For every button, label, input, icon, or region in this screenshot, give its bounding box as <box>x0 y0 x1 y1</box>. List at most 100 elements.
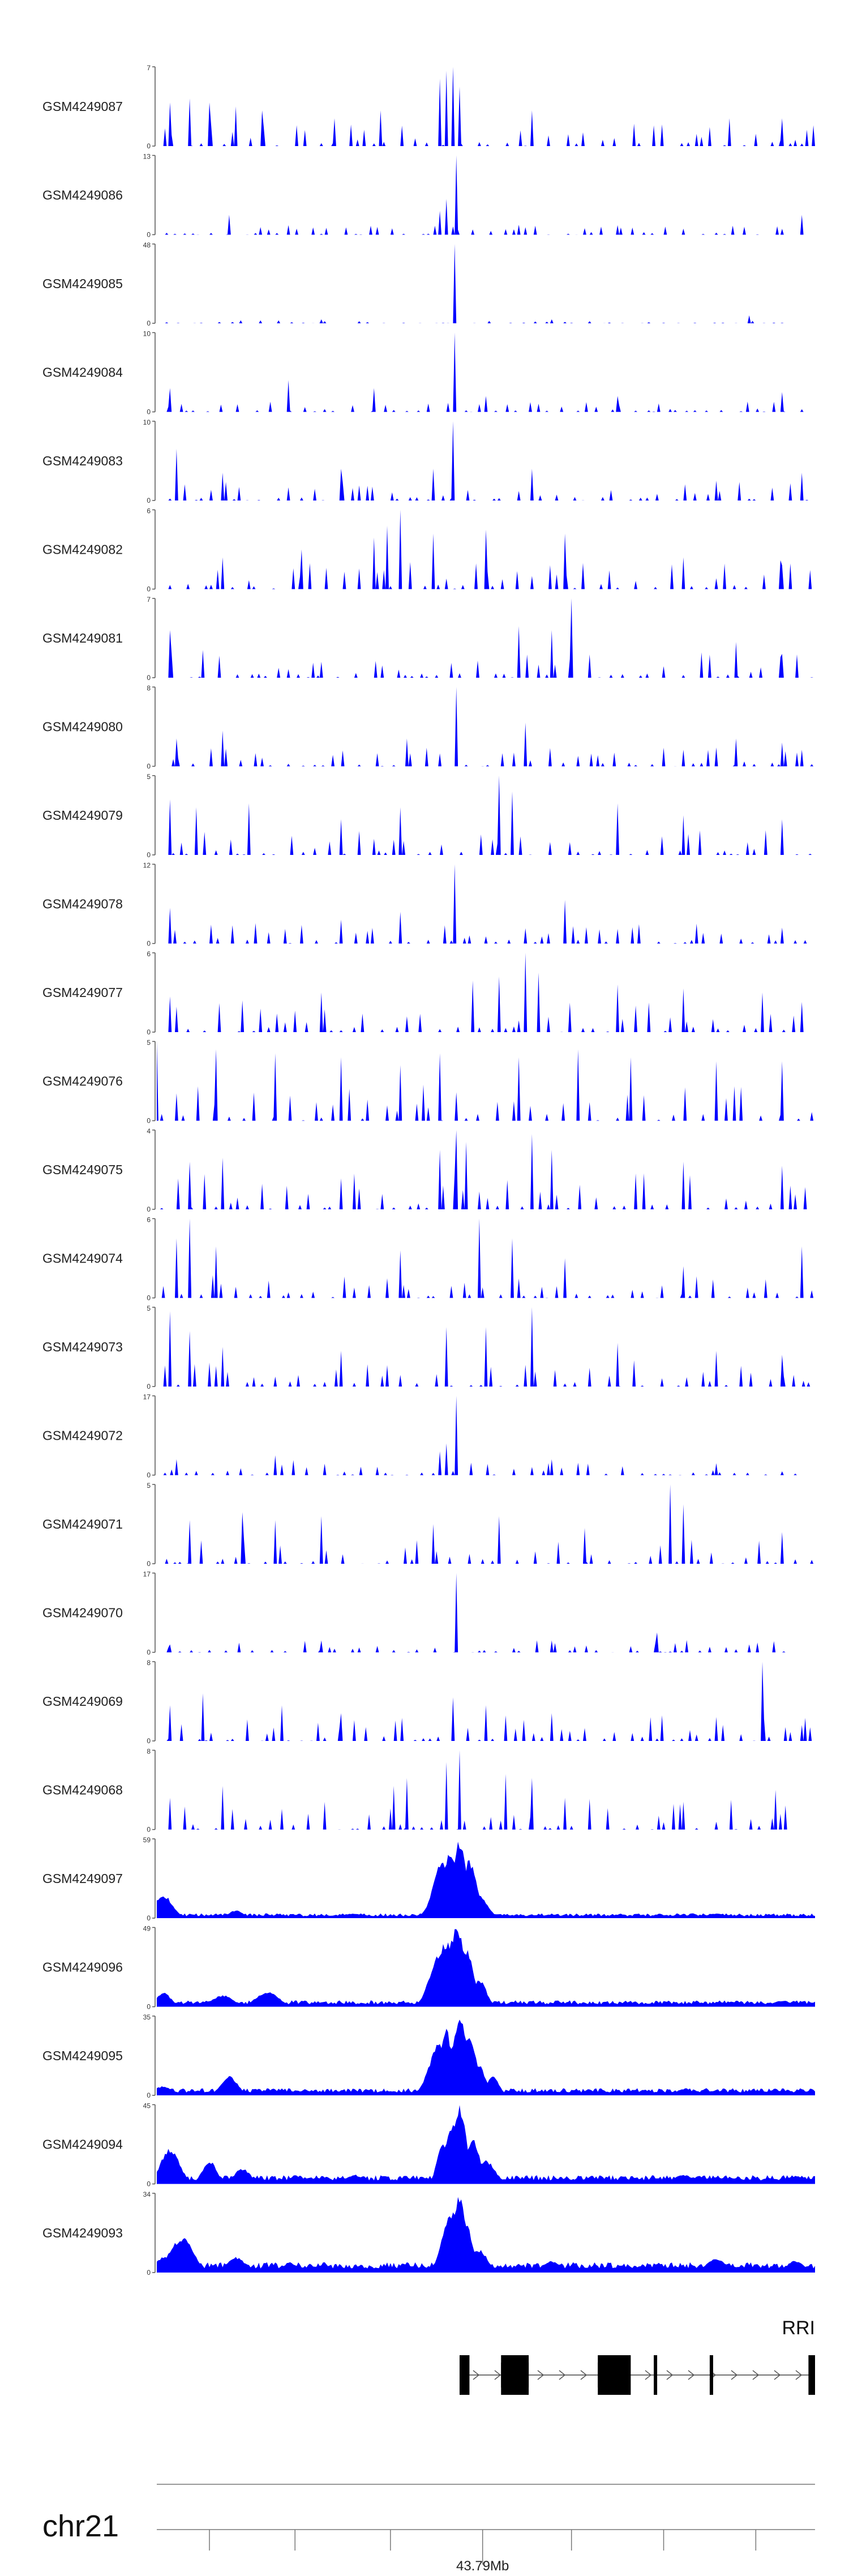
y-min-label: 0 <box>147 1649 151 1657</box>
exon-cds <box>598 2363 628 2387</box>
track-label: GSM4249083 <box>42 453 123 468</box>
coverage-area <box>157 1750 815 1830</box>
exon <box>709 2355 713 2395</box>
y-max-label: 6 <box>147 1216 151 1224</box>
track-label: GSM4249070 <box>42 1606 123 1620</box>
track-GSM4249080: GSM4249080 8 0 <box>42 684 815 771</box>
track-label: GSM4249087 <box>42 99 123 114</box>
y-min-label: 0 <box>147 940 151 948</box>
coverage-area <box>157 244 815 323</box>
exon-cds <box>501 2363 529 2387</box>
y-min-label: 0 <box>147 763 151 771</box>
y-max-label: 5 <box>147 1482 151 1490</box>
y-max-label: 5 <box>147 773 151 781</box>
y-min-label: 0 <box>147 851 151 859</box>
track-GSM4249078: GSM4249078 12 0 <box>42 862 815 948</box>
track-label: GSM4249069 <box>42 1694 123 1709</box>
coverage-area <box>157 1484 815 1564</box>
strand-arrow <box>688 2370 695 2380</box>
coverage-area <box>157 1396 815 1475</box>
track-label: GSM4249077 <box>42 985 123 1000</box>
coverage-area <box>157 1662 815 1741</box>
track-label: GSM4249085 <box>42 276 123 291</box>
track-label: GSM4249080 <box>42 720 123 734</box>
strand-arrow <box>774 2370 781 2380</box>
track-GSM4249086: GSM4249086 13 0 <box>42 153 815 239</box>
y-min-label: 0 <box>147 2091 151 2099</box>
track-GSM4249084: GSM4249084 10 0 <box>42 330 815 416</box>
y-min-label: 0 <box>147 497 151 504</box>
y-max-label: 6 <box>147 507 151 515</box>
y-min-label: 0 <box>147 1117 151 1125</box>
track-label: GSM4249073 <box>42 1340 123 1354</box>
track-label: GSM4249084 <box>42 365 123 380</box>
track-GSM4249076: GSM4249076 5 0 <box>42 1039 815 1125</box>
coverage-area <box>157 687 815 767</box>
coverage-area <box>157 2197 815 2273</box>
track-GSM4249095: GSM4249095 35 0 <box>42 2013 815 2099</box>
y-min-label: 0 <box>147 585 151 593</box>
track-label: GSM4249078 <box>42 897 123 912</box>
coverage-area <box>157 1929 815 2007</box>
axis-tick-label: 43.79Mb <box>456 2558 509 2574</box>
y-max-label: 48 <box>143 241 151 249</box>
y-max-label: 17 <box>143 1571 151 1578</box>
track-GSM4249073: GSM4249073 5 0 <box>42 1304 815 1390</box>
y-max-label: 59 <box>143 1836 151 1844</box>
y-min-label: 0 <box>147 1294 151 1302</box>
chromosome-label: chr21 <box>42 2509 119 2543</box>
coverage-area <box>157 1130 815 1209</box>
track-label: GSM4249095 <box>42 2048 123 2063</box>
track-GSM4249077: GSM4249077 6 0 <box>42 950 815 1036</box>
strand-arrow <box>580 2370 588 2380</box>
y-max-label: 7 <box>147 596 151 604</box>
y-max-label: 49 <box>143 1925 151 1933</box>
y-max-label: 17 <box>143 1393 151 1401</box>
coverage-area <box>157 1842 815 1918</box>
coverage-area <box>157 67 815 146</box>
strand-arrow <box>666 2370 674 2380</box>
y-min-label: 0 <box>147 1471 151 1479</box>
y-max-label: 8 <box>147 1659 151 1667</box>
track-GSM4249068: GSM4249068 8 0 <box>42 1748 815 1834</box>
track-label: GSM4249086 <box>42 188 123 203</box>
coverage-area <box>157 1218 815 1298</box>
track-label: GSM4249081 <box>42 631 123 645</box>
coverage-area <box>157 332 815 412</box>
y-min-label: 0 <box>147 1914 151 1922</box>
y-min-label: 0 <box>147 674 151 682</box>
track-GSM4249070: GSM4249070 17 0 <box>42 1571 815 1657</box>
y-min-label: 0 <box>147 142 151 150</box>
y-min-label: 0 <box>147 2180 151 2188</box>
track-label: GSM4249096 <box>42 1960 123 1975</box>
y-min-label: 0 <box>147 1205 151 1213</box>
y-max-label: 8 <box>147 684 151 692</box>
y-min-label: 0 <box>147 1560 151 1568</box>
track-GSM4249074: GSM4249074 6 0 <box>42 1216 815 1302</box>
coverage-area <box>157 1573 815 1653</box>
track-label: GSM4249075 <box>42 1162 123 1177</box>
coverage-area <box>157 598 815 678</box>
track-GSM4249082: GSM4249082 6 0 <box>42 507 815 593</box>
strand-arrow <box>473 2370 480 2380</box>
strand-arrow <box>537 2370 544 2380</box>
y-min-label: 0 <box>147 1028 151 1036</box>
track-GSM4249075: GSM4249075 4 0 <box>42 1127 815 1213</box>
coverage-area <box>157 2105 815 2184</box>
coverage-area <box>157 510 815 589</box>
strand-arrow <box>645 2370 652 2380</box>
strand-arrow <box>494 2370 501 2380</box>
track-GSM4249097: GSM4249097 59 0 <box>42 1836 815 1922</box>
y-min-label: 0 <box>147 319 151 327</box>
strand-arrow <box>795 2370 803 2380</box>
y-max-label: 5 <box>147 1304 151 1312</box>
y-max-label: 7 <box>147 64 151 72</box>
track-label: GSM4249072 <box>42 1428 123 1443</box>
track-label: GSM4249093 <box>42 2226 123 2240</box>
track-GSM4249094: GSM4249094 45 0 <box>42 2102 815 2188</box>
track-label: GSM4249097 <box>42 1871 123 1886</box>
track-label: GSM4249094 <box>42 2137 123 2152</box>
track-GSM4249072: GSM4249072 17 0 <box>42 1393 815 1479</box>
track-label: GSM4249076 <box>42 1074 123 1089</box>
y-max-label: 4 <box>147 1127 151 1135</box>
